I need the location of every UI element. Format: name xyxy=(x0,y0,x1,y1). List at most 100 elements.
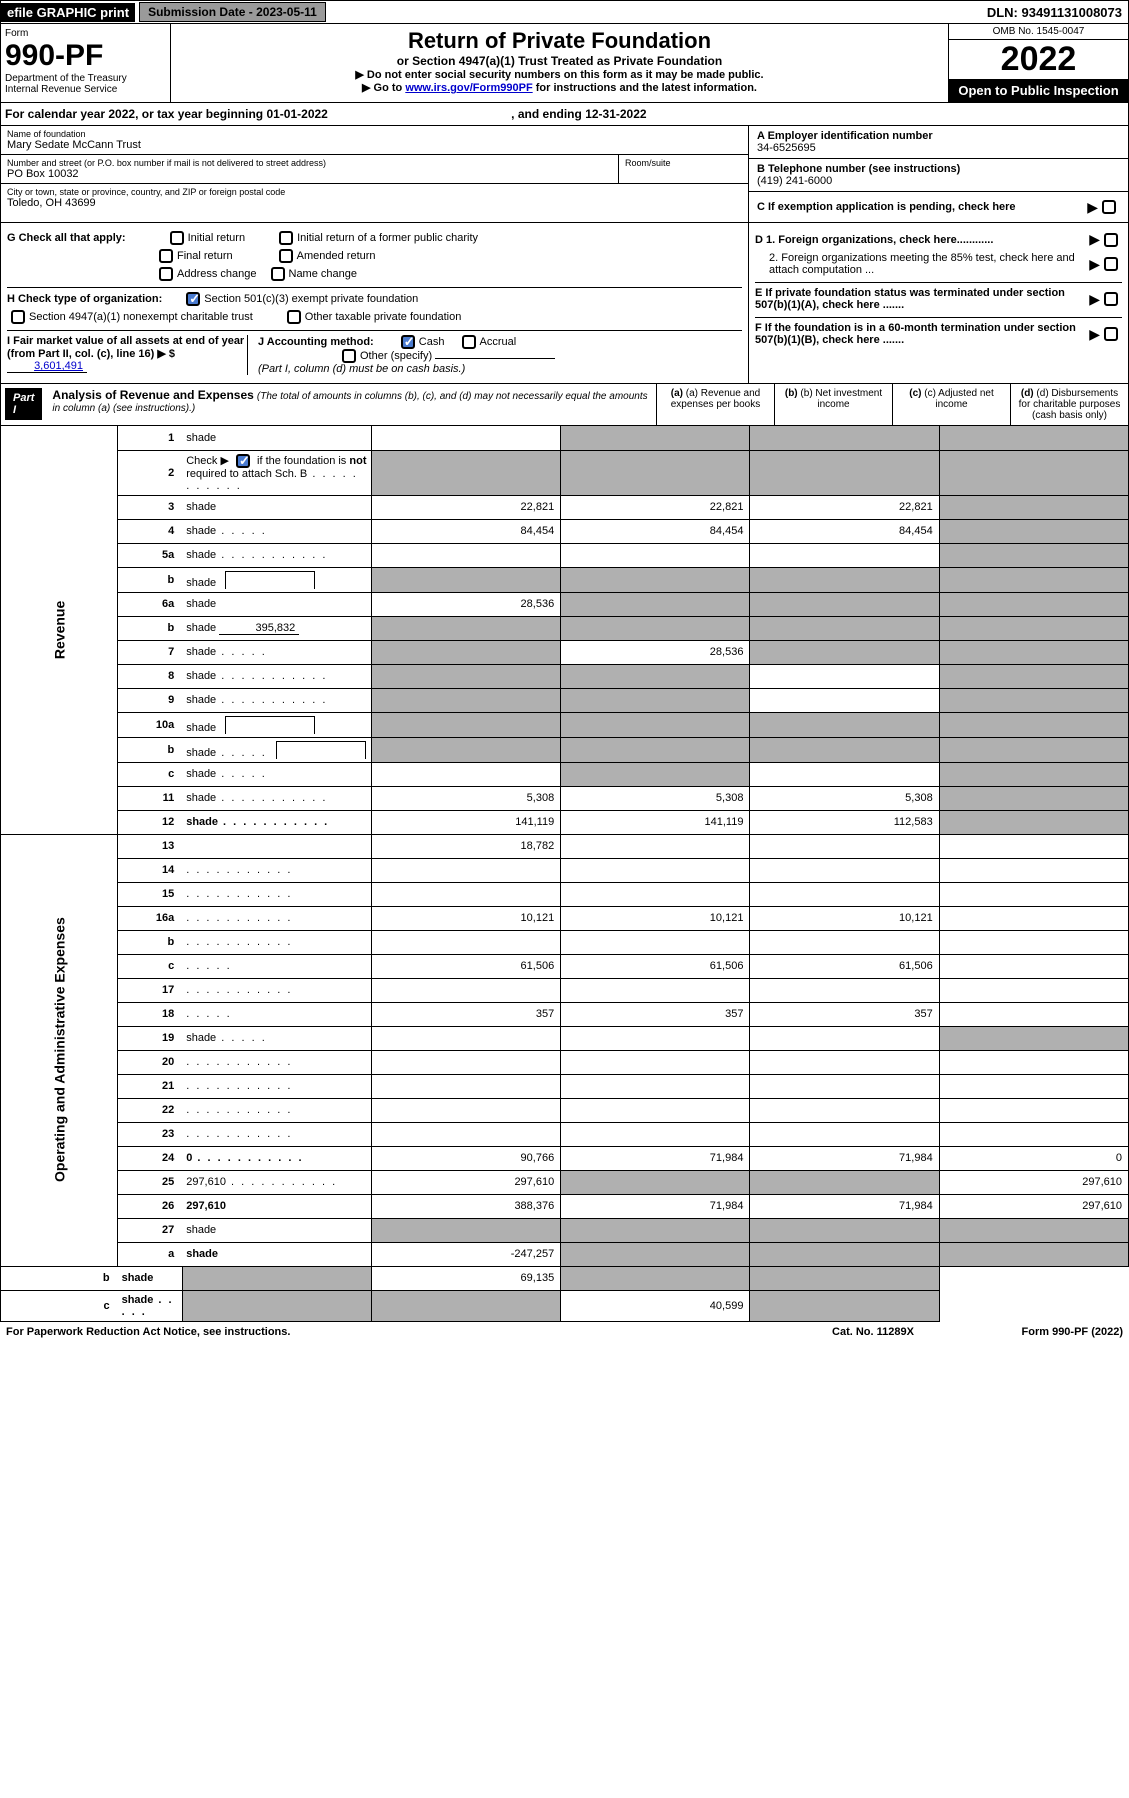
cell-shaded xyxy=(750,1170,939,1194)
cell-value xyxy=(939,930,1128,954)
line-description: shade xyxy=(118,1290,183,1321)
line-number: 27 xyxy=(118,1218,183,1242)
e-checkbox[interactable] xyxy=(1104,292,1118,306)
line-number: 11 xyxy=(118,786,183,810)
fmv-value[interactable]: 3,601,491 xyxy=(7,360,87,373)
line-description: shade xyxy=(182,640,371,664)
omb-number: OMB No. 1545-0047 xyxy=(949,24,1128,40)
col-a-header: (a) (a) Revenue and expenses per books xyxy=(656,384,774,425)
cell-value xyxy=(371,762,560,786)
cell-value xyxy=(750,1074,939,1098)
cell-value xyxy=(371,882,560,906)
line-description: 297,610 xyxy=(182,1170,371,1194)
other-method-checkbox[interactable] xyxy=(342,349,356,363)
room-label: Room/suite xyxy=(625,158,742,168)
line-number: 19 xyxy=(118,1026,183,1050)
accrual-checkbox[interactable] xyxy=(462,335,476,349)
cell-shaded xyxy=(561,567,750,592)
cat-number: Cat. No. 11289X xyxy=(783,1326,963,1338)
cell-value xyxy=(561,978,750,1002)
line-description: shade 395,832 xyxy=(182,616,371,640)
line-number: 1 xyxy=(118,426,183,450)
cell-value: 5,308 xyxy=(750,786,939,810)
cell-value: 90,766 xyxy=(371,1146,560,1170)
col-c-header: (c) (c) Adjusted net income xyxy=(892,384,1010,425)
exemption-label: C If exemption application is pending, c… xyxy=(757,201,1083,213)
cell-shaded xyxy=(939,495,1128,519)
cell-shaded xyxy=(750,567,939,592)
cell-value: 141,119 xyxy=(561,810,750,834)
line-description xyxy=(182,1074,371,1098)
cell-shaded xyxy=(939,762,1128,786)
j-note: (Part I, column (d) must be on cash basi… xyxy=(258,363,742,375)
initial-former-checkbox[interactable] xyxy=(279,231,293,245)
initial-return-checkbox[interactable] xyxy=(170,231,184,245)
cell-value: 71,984 xyxy=(750,1194,939,1218)
cell-value xyxy=(750,688,939,712)
cell-shaded xyxy=(939,712,1128,737)
cell-value: 22,821 xyxy=(561,495,750,519)
address-change-checkbox[interactable] xyxy=(159,267,173,281)
amended-checkbox[interactable] xyxy=(279,249,293,263)
cell-value xyxy=(371,426,560,450)
cell-shaded xyxy=(939,1218,1128,1242)
cell-shaded xyxy=(750,1218,939,1242)
cell-value: 22,821 xyxy=(371,495,560,519)
other-taxable-checkbox[interactable] xyxy=(287,310,301,324)
cell-value: 297,610 xyxy=(939,1194,1128,1218)
cell-value xyxy=(939,834,1128,858)
cell-shaded xyxy=(561,688,750,712)
4947-checkbox[interactable] xyxy=(11,310,25,324)
cell-value xyxy=(939,1050,1128,1074)
form-label: Form xyxy=(5,28,166,39)
cell-value: 84,454 xyxy=(371,519,560,543)
cell-shaded xyxy=(561,664,750,688)
cell-value: 40,599 xyxy=(561,1290,750,1321)
cell-shaded xyxy=(750,616,939,640)
f-checkbox[interactable] xyxy=(1104,327,1118,341)
d2-checkbox[interactable] xyxy=(1104,257,1118,271)
cell-shaded xyxy=(939,616,1128,640)
cell-shaded xyxy=(371,688,560,712)
d1-checkbox[interactable] xyxy=(1104,233,1118,247)
cell-shaded xyxy=(750,712,939,737)
form-subtitle: or Section 4947(a)(1) Trust Treated as P… xyxy=(179,54,940,68)
exemption-checkbox[interactable] xyxy=(1102,200,1116,214)
line-description: shade xyxy=(182,519,371,543)
cell-value xyxy=(371,1050,560,1074)
cell-shaded xyxy=(939,450,1128,495)
cell-value xyxy=(561,1026,750,1050)
cell-shaded xyxy=(371,616,560,640)
line-description xyxy=(182,1098,371,1122)
cell-shaded xyxy=(561,426,750,450)
tax-year: 2022 xyxy=(949,40,1128,79)
cell-shaded xyxy=(371,450,560,495)
instr-link[interactable]: www.irs.gov/Form990PF xyxy=(405,82,532,94)
cell-shaded xyxy=(561,762,750,786)
cell-shaded xyxy=(939,1242,1128,1266)
dln-label: DLN: 93491131008073 xyxy=(987,5,1128,20)
cell-value: 22,821 xyxy=(750,495,939,519)
name-change-checkbox[interactable] xyxy=(271,267,285,281)
cell-shaded xyxy=(939,810,1128,834)
line-number: 14 xyxy=(118,858,183,882)
cash-checkbox[interactable] xyxy=(401,335,415,349)
j-label: J Accounting method: xyxy=(258,336,374,348)
501c3-checkbox[interactable] xyxy=(186,292,200,306)
cell-value xyxy=(939,978,1128,1002)
cell-value: 357 xyxy=(371,1002,560,1026)
line-description: shade xyxy=(118,1266,183,1290)
open-public: Open to Public Inspection xyxy=(949,79,1128,102)
line-description xyxy=(182,954,371,978)
cell-value xyxy=(939,1002,1128,1026)
line-description: Check ▶ if the foundation is not require… xyxy=(182,450,371,495)
cell-shaded xyxy=(750,1242,939,1266)
cell-shaded xyxy=(750,1266,939,1290)
cell-value xyxy=(939,1074,1128,1098)
f-label: F If the foundation is in a 60-month ter… xyxy=(755,322,1076,346)
line-number: 5a xyxy=(118,543,183,567)
final-return-checkbox[interactable] xyxy=(159,249,173,263)
cell-shaded xyxy=(939,426,1128,450)
cell-value: 61,506 xyxy=(561,954,750,978)
cell-value xyxy=(750,858,939,882)
